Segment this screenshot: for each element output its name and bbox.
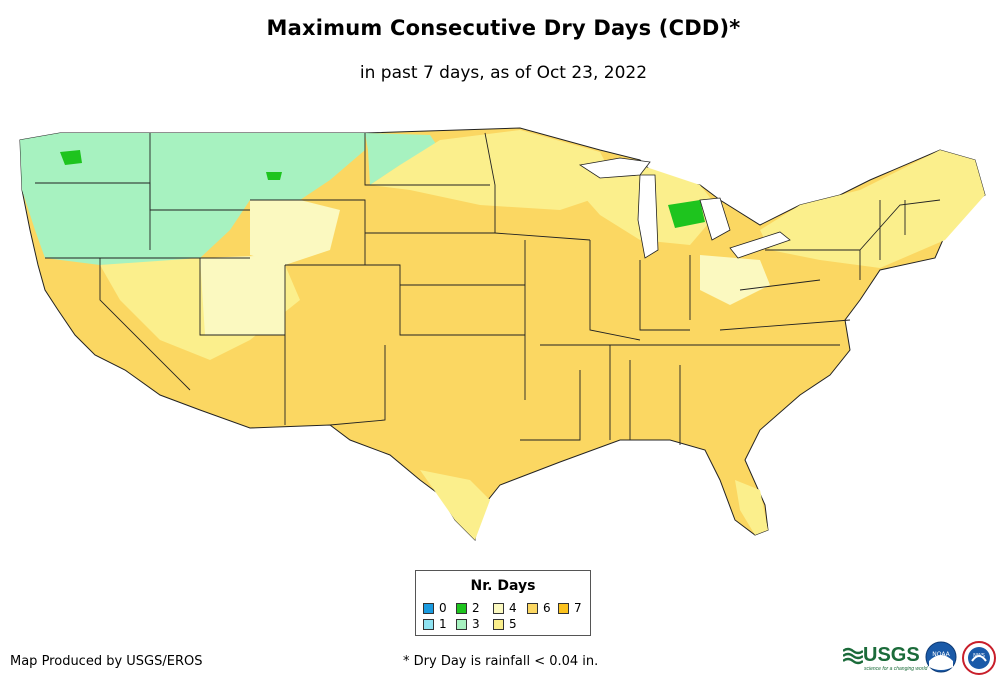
- legend-swatch: [558, 602, 569, 614]
- producer-credit: Map Produced by USGS/EROS: [10, 654, 203, 669]
- usgs-wave-icon: [843, 647, 863, 665]
- noaa-logo-icon: NOAA: [925, 641, 957, 673]
- usgs-wordmark: USGS: [863, 644, 920, 666]
- legend-title: Nr. Days: [470, 578, 536, 594]
- region-3day-north: [365, 133, 440, 185]
- legend-swatch: [423, 602, 434, 614]
- usgs-tagline: science for a changing world: [864, 666, 928, 672]
- legend-label: 5: [509, 617, 517, 631]
- legend-item-7: 7: [558, 601, 582, 615]
- legend-swatch: [456, 602, 467, 614]
- legend-swatch: [456, 618, 467, 630]
- region-2day-michigan: [668, 200, 705, 228]
- lake-huron: [699, 197, 731, 241]
- region-5day-northeast: [760, 150, 985, 268]
- legend-item-6: 6: [527, 601, 551, 615]
- state-boundaries: [35, 132, 941, 445]
- usgs-logo: USGS science for a changing world: [843, 644, 927, 672]
- region-3day-northwest: [20, 133, 365, 265]
- legend-label: 0: [439, 601, 447, 615]
- region-2day-washington: [60, 150, 82, 165]
- legend-item-3: 3: [456, 617, 480, 631]
- region-5day-upper-midwest: [370, 130, 620, 210]
- lake-erie: [729, 231, 791, 259]
- map-subtitle: in past 7 days, as of Oct 23, 2022: [359, 63, 648, 83]
- map-title: Maximum Consecutive Dry Days (CDD)*: [266, 16, 741, 40]
- legend-label: 2: [472, 601, 480, 615]
- legend-label: 6: [543, 601, 551, 615]
- legend-item-0: 0: [423, 601, 447, 615]
- region-4day-utah: [200, 255, 285, 335]
- legend-item-5: 5: [493, 617, 517, 631]
- legend-label: 7: [574, 601, 582, 615]
- legend-item-4: 4: [493, 601, 517, 615]
- legend-swatch: [527, 602, 538, 614]
- region-5day-florida: [735, 480, 768, 535]
- nws-logo-icon: NWS: [962, 641, 996, 675]
- legend-item-2: 2: [456, 601, 480, 615]
- legend-swatch: [493, 602, 504, 614]
- legend-swatch: [493, 618, 504, 630]
- legend-swatch: [423, 618, 434, 630]
- nws-logo-text: NWS: [973, 653, 985, 659]
- region-2day-montana: [266, 172, 282, 180]
- region-4day-ohio: [700, 255, 770, 305]
- legend: Nr. Days 0 1 2 3 4 5 6 7: [415, 570, 591, 636]
- dry-day-footnote: * Dry Day is rainfall < 0.04 in.: [403, 654, 599, 669]
- legend-label: 3: [472, 617, 480, 631]
- lake-superior: [578, 157, 651, 179]
- legend-label: 4: [509, 601, 517, 615]
- region-5day-texas-coast: [420, 470, 490, 540]
- legend-label: 1: [439, 617, 447, 631]
- lake-michigan: [637, 174, 659, 259]
- noaa-logo-text: NOAA: [932, 651, 950, 658]
- legend-item-1: 1: [423, 617, 447, 631]
- region-4day-wyoming: [250, 200, 340, 265]
